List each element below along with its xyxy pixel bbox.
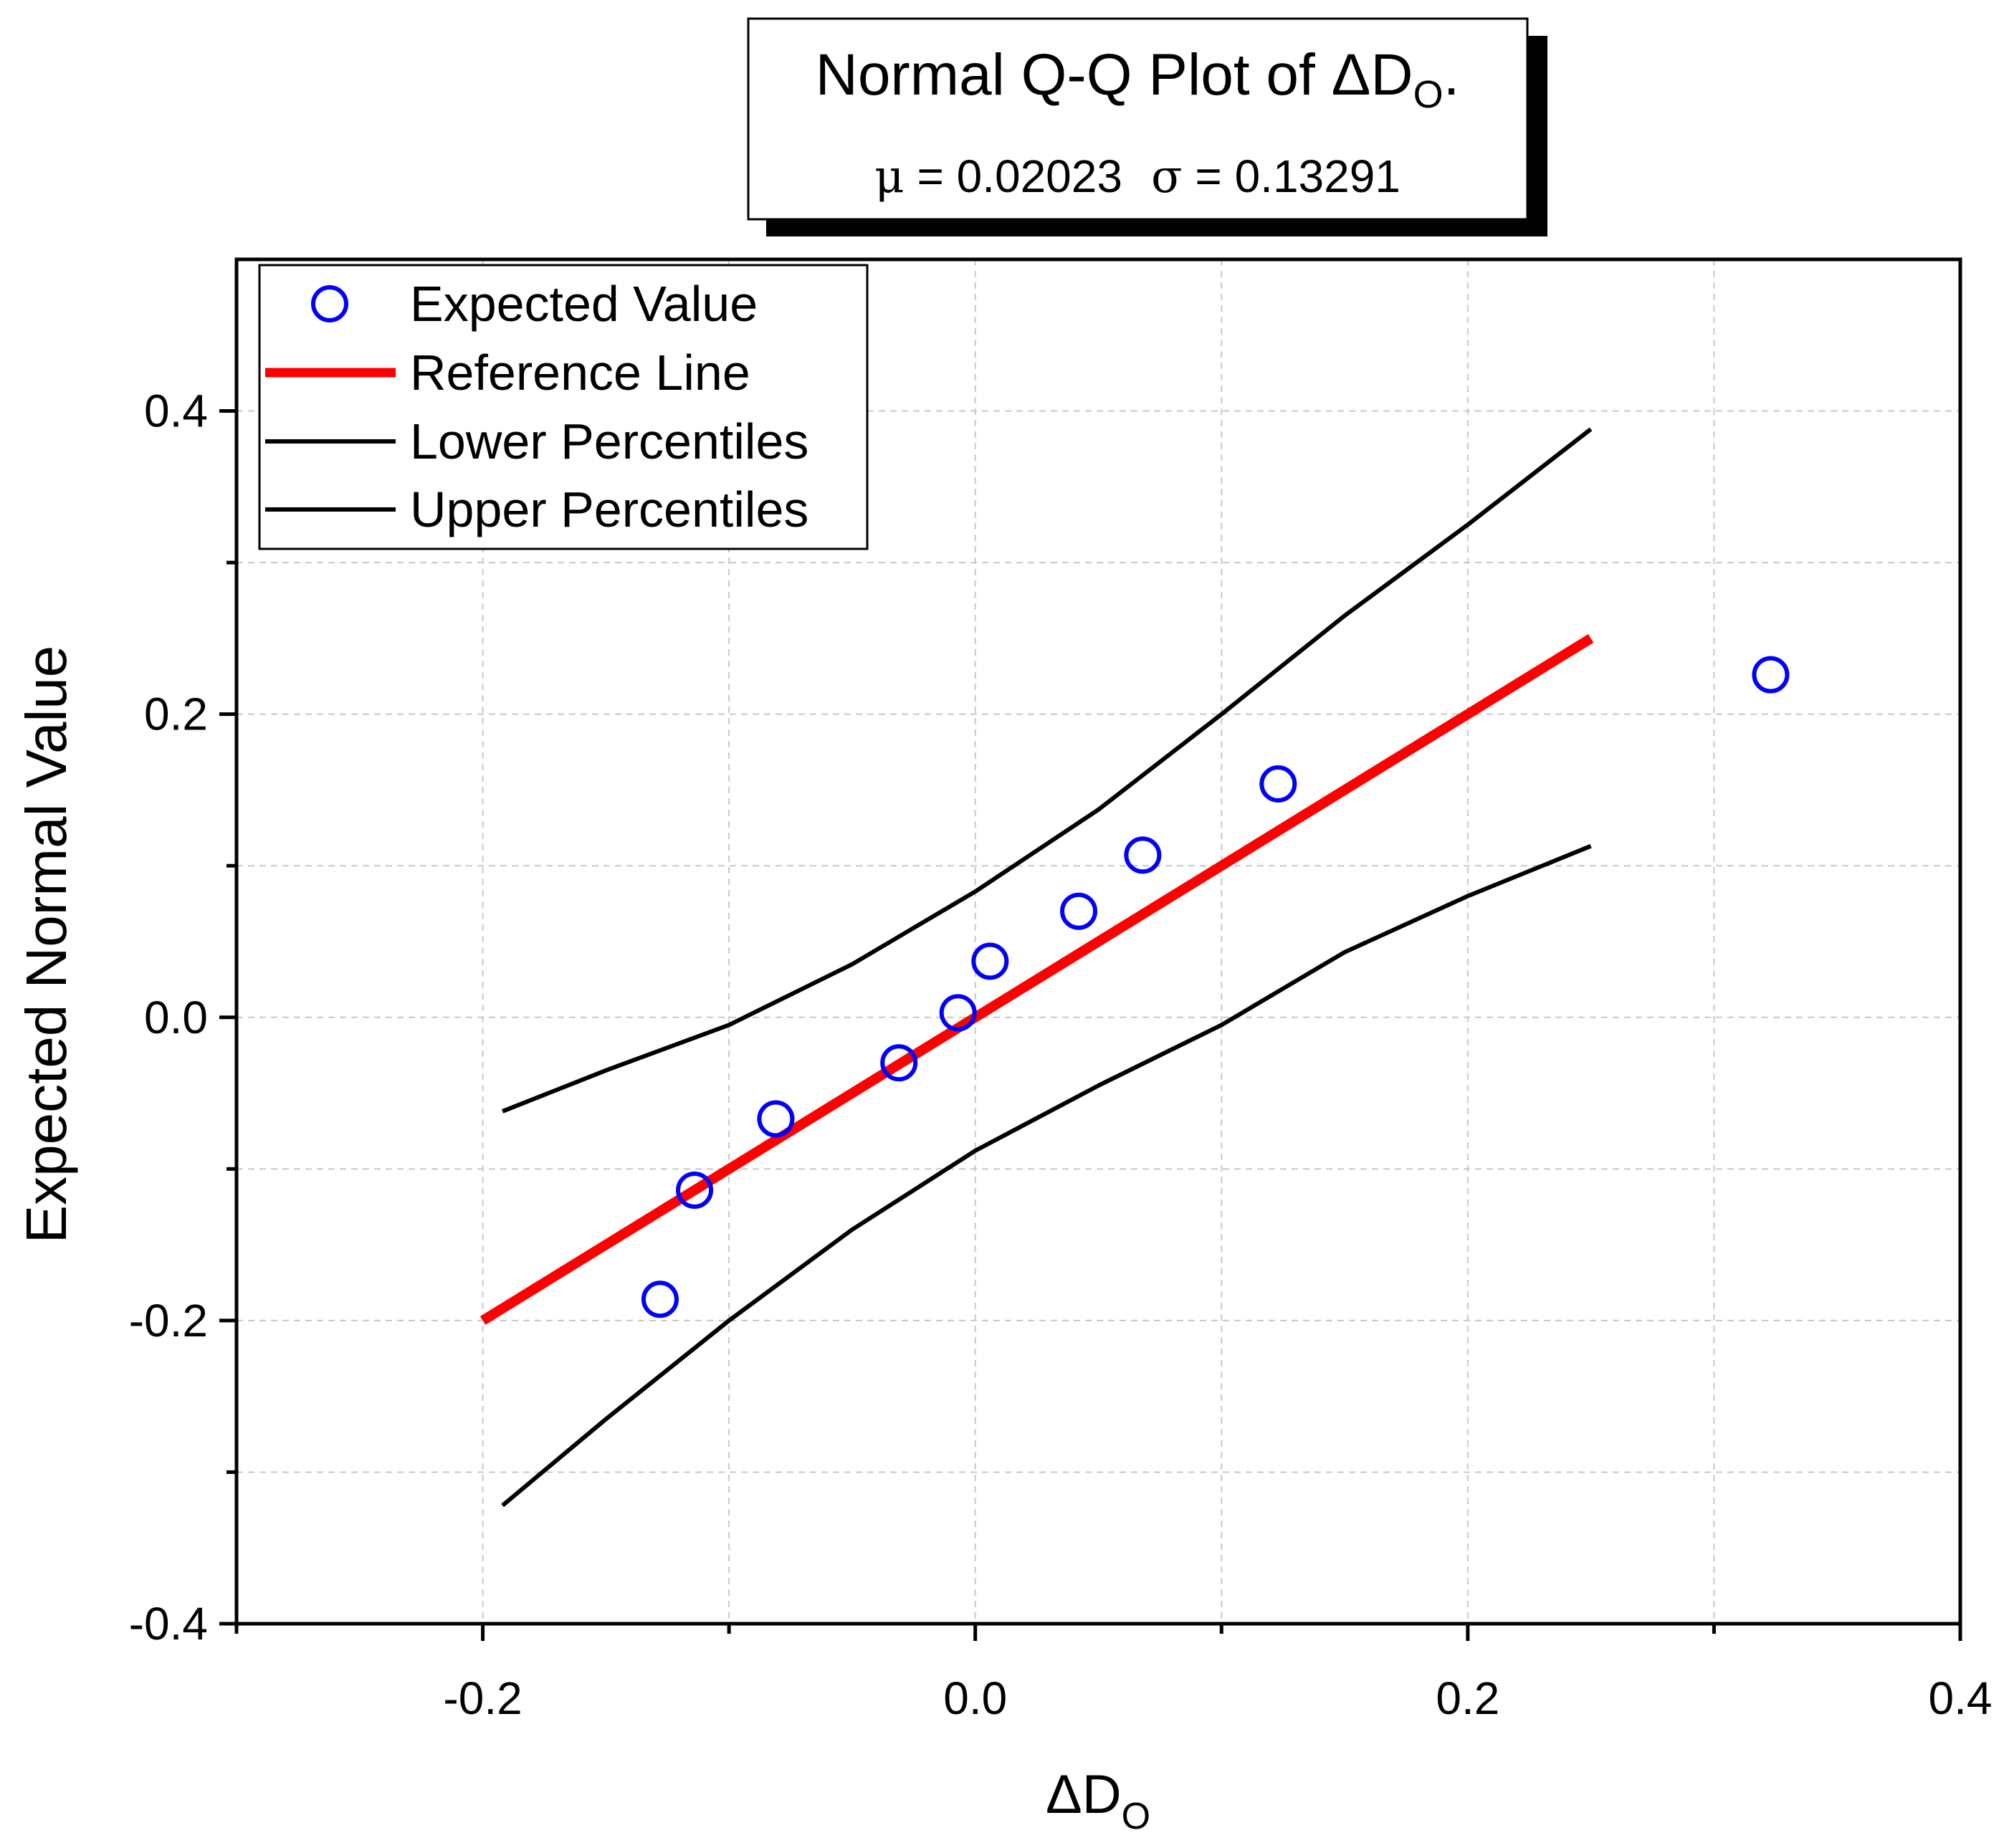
- x-tick-label: -0.2: [443, 1672, 522, 1724]
- y-axis-label: Expected Normal Value: [14, 646, 78, 1244]
- legend-entry-upper-percentiles: Upper Percentiles: [265, 482, 808, 537]
- legend-label: Upper Percentiles: [410, 482, 808, 537]
- legend-label: Reference Line: [410, 345, 750, 401]
- y-tick-label: -0.4: [129, 1598, 208, 1650]
- legend: Expected Value Reference Line Lower Perc…: [258, 264, 869, 550]
- expected-value-point: [1752, 656, 1790, 694]
- x-axis-label: ΔDO: [1046, 1764, 1150, 1837]
- x-tick-label: 0.4: [1929, 1672, 1993, 1724]
- legend-entry-lower-percentiles: Lower Percentiles: [265, 413, 808, 469]
- legend-label: Expected Value: [410, 276, 758, 332]
- expected-value-point: [641, 1280, 679, 1318]
- expected-value-point: [1060, 892, 1098, 930]
- grid: [237, 259, 1960, 1624]
- expected-value-point: [1124, 836, 1162, 874]
- expected-value-point: [1259, 765, 1297, 803]
- chart-subtitle: μ = 0.02023 σ = 0.13291: [874, 150, 1401, 204]
- lower-percentile-line: [501, 843, 1592, 1508]
- expected-value-point: [676, 1171, 714, 1209]
- axes: -0.2 0.0 0.2 0.4 -0.4 -0.2 0.0 0.2 0.4: [129, 386, 1993, 1724]
- expected-value-point: [757, 1100, 795, 1138]
- legend-label: Lower Percentiles: [410, 413, 808, 469]
- upper-percentile-line: [501, 427, 1593, 1114]
- expected-value-point: [880, 1044, 918, 1082]
- legend-frame: [258, 264, 869, 550]
- x-tick-label: 0.0: [943, 1672, 1007, 1724]
- expected-value-point: [971, 942, 1009, 980]
- legend-entry-expected-value: Expected Value: [311, 276, 758, 332]
- y-tick-label: 0.4: [144, 386, 208, 437]
- plot-frame: [234, 257, 1962, 1626]
- series-layer: [479, 427, 1790, 1508]
- y-tick-label: 0.2: [144, 689, 208, 740]
- legend-marker-circle: [311, 285, 348, 322]
- y-tick-label: -0.2: [129, 1295, 208, 1346]
- chart-title: Normal Q-Q Plot of ΔDO.: [816, 42, 1460, 116]
- legend-entry-reference-line: Reference Line: [265, 345, 750, 401]
- x-tick-label: 0.2: [1436, 1672, 1499, 1724]
- expected-value-point: [939, 994, 977, 1032]
- title-box-frame: [747, 17, 1529, 221]
- y-tick-label: 0.0: [144, 992, 208, 1043]
- reference-line: [479, 633, 1594, 1325]
- title-box: Normal Q-Q Plot of ΔDO. μ = 0.02023 σ = 0…: [747, 17, 1547, 236]
